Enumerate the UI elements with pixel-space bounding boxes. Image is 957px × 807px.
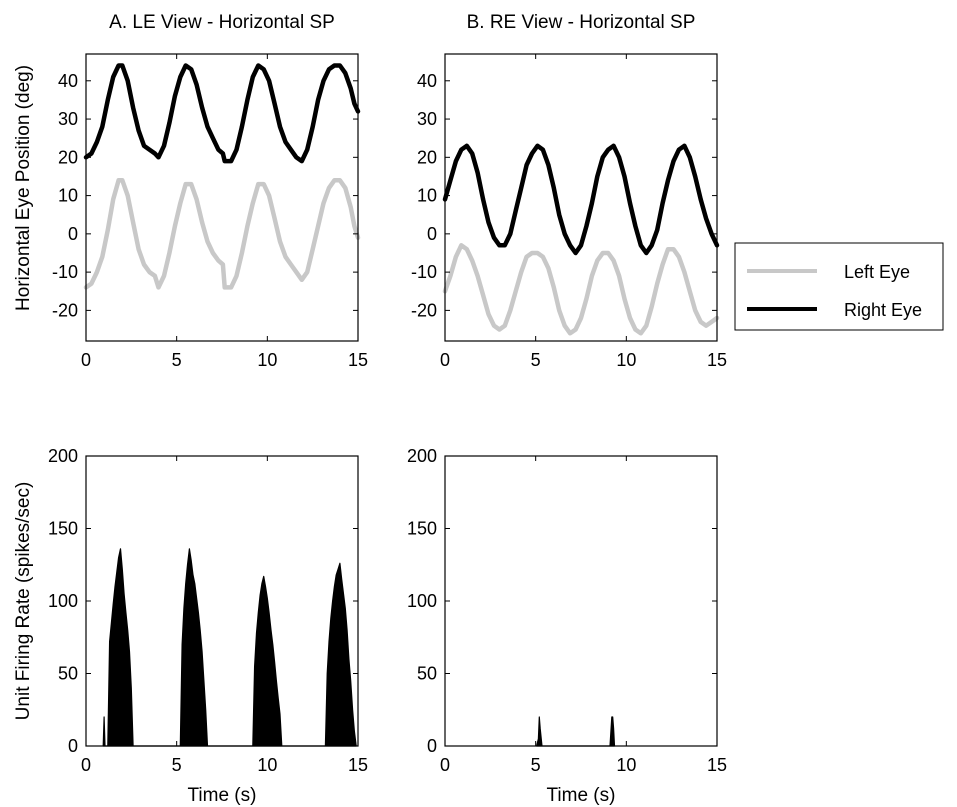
y-tick-label: 0	[68, 224, 78, 244]
y-tick-label: 30	[58, 109, 78, 129]
y-tick-label: 40	[58, 71, 78, 91]
y-tick-label: -10	[411, 262, 437, 282]
axes-box	[444, 53, 718, 342]
y-tick-label: 50	[417, 664, 437, 684]
y-tick-label: 20	[417, 147, 437, 167]
panel-a-y-axis-label: Horizontal Eye Position (deg)	[13, 65, 34, 311]
series-left-eye-line	[442, 243, 720, 336]
y-tick-label: 150	[48, 519, 78, 539]
x-tick-label: 0	[81, 755, 91, 775]
panel-a-x-axis-label: Time (s)	[188, 785, 257, 806]
series-left-eye-line	[83, 178, 361, 290]
y-tick-label: 150	[407, 519, 437, 539]
y-tick-label: 10	[58, 186, 78, 206]
x-tick-label: 5	[531, 755, 541, 775]
panel-b-eye-position-plot: 0 5 10 15 -20 -10 0 10 20 30 40	[411, 53, 727, 370]
panel-a-title: A. LE View - Horizontal SP	[109, 12, 335, 33]
y-tick-label: -10	[52, 262, 78, 282]
y-tick-label: 50	[58, 664, 78, 684]
y-tick-label: 200	[48, 446, 78, 466]
series-firing-rate-area	[536, 716, 616, 747]
x-tick-label: 10	[616, 755, 636, 775]
x-tick-label: 5	[531, 350, 541, 370]
legend-left-eye-label: Left Eye	[844, 262, 910, 282]
series-firing-rate-area	[102, 548, 357, 747]
x-tick-label: 10	[257, 755, 277, 775]
x-tick-label: 15	[348, 350, 368, 370]
y-tick-label: 40	[417, 71, 437, 91]
y-tick-label: 0	[427, 224, 437, 244]
y-tick-label: 30	[417, 109, 437, 129]
axes-box	[85, 53, 359, 342]
y-tick-label: 100	[407, 591, 437, 611]
x-tick-label: 0	[81, 350, 91, 370]
y-tick-label: 0	[427, 736, 437, 756]
x-tick-label: 10	[616, 350, 636, 370]
y-tick-label: 0	[68, 736, 78, 756]
panel-a-eye-position: A. LE View - Horizontal SP Horizontal Ey…	[13, 12, 368, 370]
y-tick-label: -20	[52, 300, 78, 320]
panel-b-eye-position: B. RE View - Horizontal SP 0 5 10 15-20-100…	[411, 12, 727, 370]
y-tick-label: 20	[58, 147, 78, 167]
y-tick-label: 100	[48, 591, 78, 611]
legend-box	[734, 242, 944, 331]
x-tick-label: 10	[257, 350, 277, 370]
x-tick-label: 0	[440, 755, 450, 775]
panel-b-x-axis-label: Time (s)	[547, 785, 616, 806]
series-right-eye-line	[442, 143, 720, 256]
x-tick-label: 15	[707, 755, 727, 775]
panel-a-firing-rate: Unit Firing Rate (spikes/sec) Time (s) 0…	[13, 446, 368, 806]
legend-right-eye-label: Right Eye	[844, 300, 922, 320]
series-right-eye-line	[83, 63, 361, 164]
y-tick-label: 10	[417, 186, 437, 206]
x-tick-label: 15	[348, 755, 368, 775]
y-tick-label: 200	[407, 446, 437, 466]
panel-b-title: B. RE View - Horizontal SP	[467, 12, 696, 33]
legend: Left Eye Right Eye	[734, 242, 944, 331]
x-tick-label: 5	[172, 755, 182, 775]
x-tick-label: 15	[707, 350, 727, 370]
panel-a-eye-position-plot: 0 5 10 15 -20 -10 0 10 20 30 40	[52, 53, 368, 370]
y-tick-label: -20	[411, 300, 437, 320]
axes-box	[444, 455, 718, 747]
x-tick-label: 5	[172, 350, 182, 370]
x-tick-label: 0	[440, 350, 450, 370]
panel-a-rate-y-axis-label: Unit Firing Rate (spikes/sec)	[13, 482, 34, 721]
